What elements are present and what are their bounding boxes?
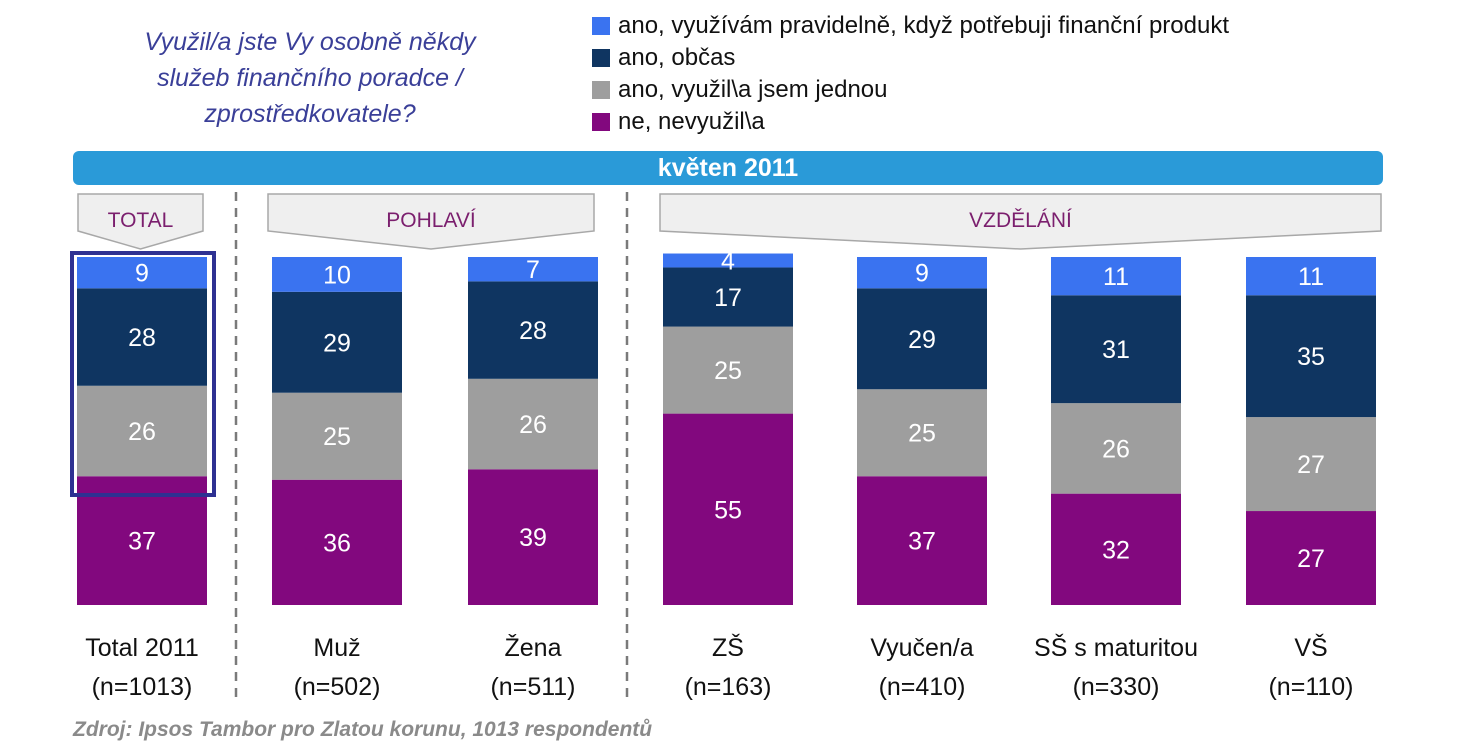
legend-swatch-pravidelne [592,17,610,35]
bar-obcas-vyu-en-a [857,288,987,390]
value-label-ne-z: 55 [714,496,742,524]
group-header-total [77,193,204,250]
value-label-jednou-mu: 25 [323,423,351,451]
bar-pravidelne-s-s-maturitou [1051,257,1181,296]
value-label-obcas-z: 17 [714,284,742,312]
bar-ne-ena [468,469,598,605]
group-label-pohlav: POHLAVÍ [386,209,476,232]
value-label-ne-v: 27 [1297,545,1325,573]
legend-label-obcas: ano, občas [618,44,736,71]
bar-obcas-mu [272,291,402,393]
value-label-ne-ena: 39 [519,524,547,552]
legend-swatch-ne [592,113,610,131]
value-label-ne-total-2011: 37 [128,528,156,556]
value-label-ne-s-s-maturitou: 32 [1102,536,1130,564]
bar-obcas-ena [468,281,598,379]
bar-ne-mu [272,479,402,605]
question-text: Využil/a jste Vy osobně někdy služeb fin… [144,28,476,128]
value-label-pravidelne-vyu-en-a: 9 [915,260,929,288]
group-header-pohlav [267,193,595,250]
bar-ne-z [663,413,793,605]
bar-ne-total-2011 [77,476,207,605]
value-label-jednou-v: 27 [1297,451,1325,479]
highlight-frame-total [70,251,216,497]
bar-jednou-total-2011 [77,385,207,477]
bar-jednou-ena [468,378,598,470]
bar-obcas-s-s-maturitou [1051,295,1181,404]
value-label-ne-vyu-en-a: 37 [908,528,936,556]
bar-pravidelne-z [663,253,793,268]
bar-obcas-v [1246,295,1376,418]
category-label-z: ZŠ [712,633,744,662]
bar-ne-vyu-en-a [857,476,987,605]
legend-label-ne: ne, nevyužil\a [618,108,765,135]
sample-size-total-2011: (n=1013) [92,673,193,701]
bar-obcas-z [663,267,793,327]
value-label-obcas-v: 35 [1297,343,1325,371]
value-label-pravidelne-total-2011: 9 [135,260,149,288]
legend: ano, využívám pravidelně, když potřebuji… [592,10,1229,138]
bar-jednou-vyu-en-a [857,389,987,477]
value-label-pravidelne-s-s-maturitou: 11 [1103,263,1129,291]
category-label-total-2011: Total 2011 [85,634,199,662]
bar-jednou-z [663,326,793,414]
category-label-v: VŠ [1294,633,1327,662]
bar-jednou-v [1246,417,1376,512]
value-label-obcas-mu: 29 [323,329,351,357]
sample-size-v: (n=110) [1268,673,1353,701]
bar-pravidelne-ena [468,257,598,282]
value-label-pravidelne-v: 11 [1298,263,1324,291]
value-label-jednou-s-s-maturitou: 26 [1102,435,1130,463]
bar-pravidelne-vyu-en-a [857,257,987,289]
value-label-pravidelne-ena: 7 [526,256,540,284]
sample-size-z: (n=163) [685,673,772,701]
sample-size-s-s-maturitou: (n=330) [1073,673,1160,701]
legend-swatch-jednou [592,81,610,99]
legend-item-obcas: ano, občas [592,42,1229,74]
value-label-ne-mu: 36 [323,529,351,557]
date-banner: květen 2011 [73,151,1383,185]
bar-pravidelne-mu [272,257,402,292]
group-label-vzd-l-n: VZDĚLÁNÍ [969,209,1072,232]
category-label-ena: Žena [505,633,562,662]
legend-swatch-obcas [592,49,610,67]
category-label-vyu-en-a: Vyučen/a [870,634,973,662]
value-label-obcas-vyu-en-a: 29 [908,326,936,354]
bar-jednou-mu [272,392,402,480]
bar-jednou-s-s-maturitou [1051,403,1181,494]
value-label-obcas-total-2011: 28 [128,324,156,352]
value-label-jednou-ena: 26 [519,411,547,439]
legend-item-pravidelne: ano, využívám pravidelně, když potřebuji… [592,10,1229,42]
bar-pravidelne-total-2011 [77,257,207,289]
sample-size-mu: (n=502) [294,673,381,701]
value-label-obcas-s-s-maturitou: 31 [1102,336,1130,364]
bar-pravidelne-v [1246,257,1376,296]
bar-ne-s-s-maturitou [1051,493,1181,605]
category-label-s-s-maturitou: SŠ s maturitou [1034,633,1198,662]
category-label-mu: Muž [313,634,360,662]
value-label-obcas-ena: 28 [519,317,547,345]
value-label-jednou-z: 25 [714,357,742,385]
legend-item-jednou: ano, využil\a jsem jednou [592,74,1229,106]
legend-label-pravidelne: ano, využívám pravidelně, když potřebuji… [618,12,1230,39]
group-header-vzd-l-n [659,193,1382,250]
sample-size-ena: (n=511) [490,673,575,701]
group-label-total: TOTAL [108,209,174,232]
value-label-jednou-vyu-en-a: 25 [908,420,936,448]
bar-obcas-total-2011 [77,288,207,386]
legend-item-ne: ne, nevyužil\a [592,106,1229,138]
value-label-jednou-total-2011: 26 [128,418,156,446]
value-label-pravidelne-z: 4 [721,247,735,275]
legend-label-jednou: ano, využil\a jsem jednou [618,76,888,103]
bar-ne-v [1246,511,1376,605]
source-note: Zdroj: Ipsos Tambor pro Zlatou korunu, 1… [73,718,653,741]
value-label-pravidelne-mu: 10 [323,261,351,289]
sample-size-vyu-en-a: (n=410) [879,673,966,701]
